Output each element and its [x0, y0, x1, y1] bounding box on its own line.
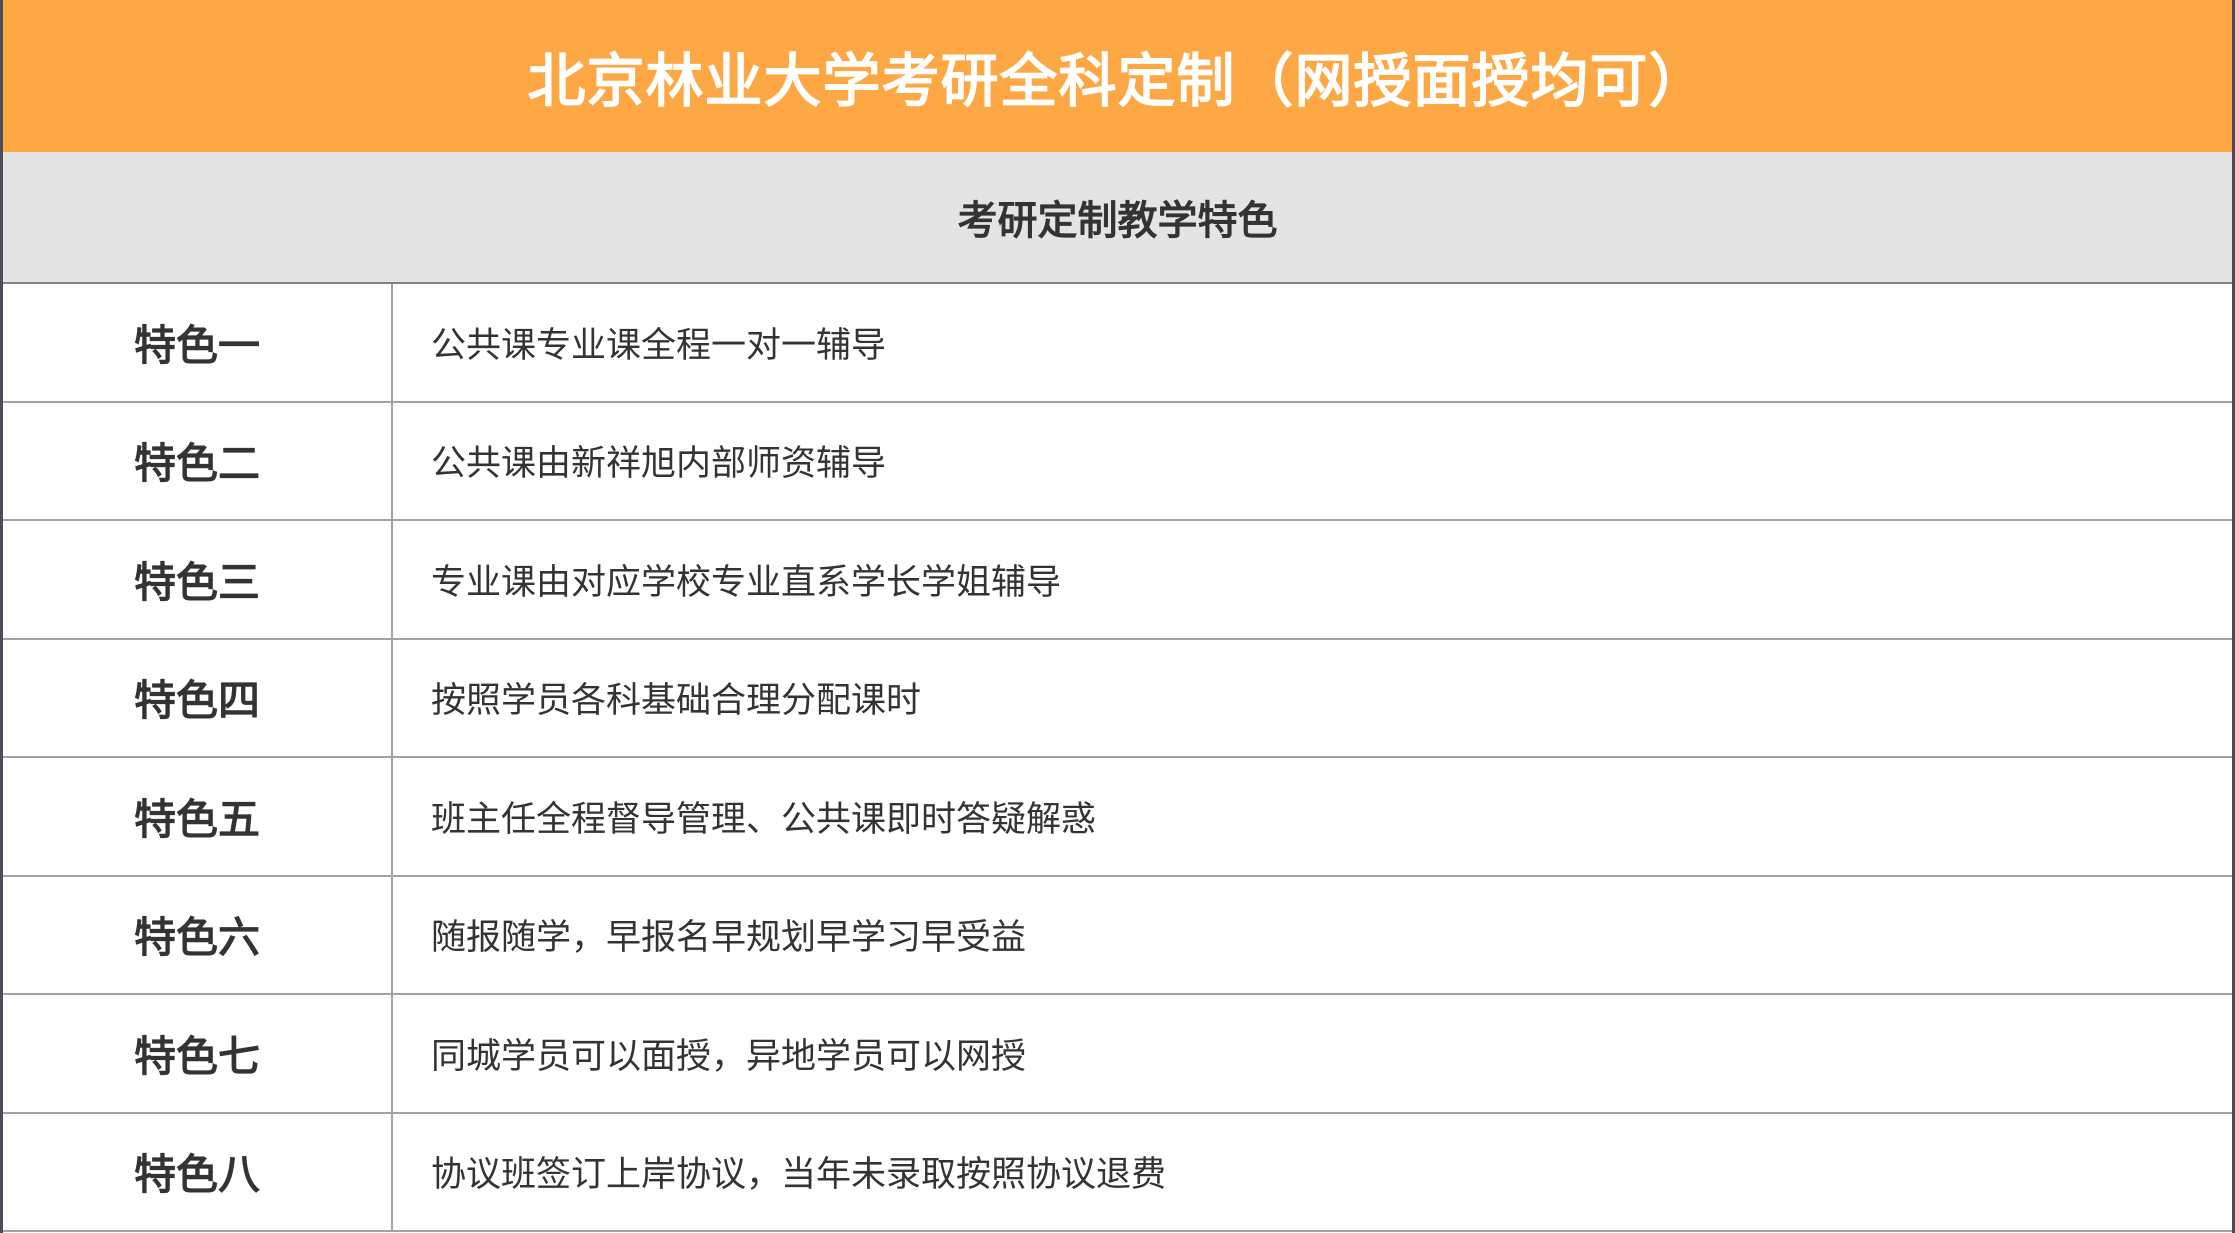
table-row: 特色六 随报随学，早报名早规划早学习早受益 [3, 876, 2232, 995]
table-row: 特色八 协议班签订上岸协议，当年未录取按照协议退费 [3, 1113, 2232, 1232]
feature-label: 特色六 [3, 876, 393, 993]
feature-text: 随报随学，早报名早规划早学习早受益 [431, 918, 1027, 959]
feature-text: 公共课专业课全程一对一辅导 [431, 325, 887, 366]
feature-text: 班主任全程督导管理、公共课即时答疑解惑 [431, 799, 1097, 840]
feature-label: 特色三 [3, 521, 393, 638]
feature-label: 特色七 [3, 995, 393, 1112]
table-row: 特色三 专业课由对应学校专业直系学长学姐辅导 [3, 521, 2232, 640]
feature-label: 特色八 [3, 1113, 393, 1230]
table-row: 特色一 公共课专业课全程一对一辅导 [3, 284, 2232, 403]
page-title: 北京林业大学考研全科定制（网授面授均可） [3, 0, 2232, 152]
table-row: 特色四 按照学员各科基础合理分配课时 [3, 639, 2232, 758]
table-row: 特色五 班主任全程督导管理、公共课即时答疑解惑 [3, 758, 2232, 877]
feature-text: 按照学员各科基础合理分配课时 [431, 681, 922, 722]
table-row: 特色二 公共课由新祥旭内部师资辅导 [3, 402, 2232, 521]
section-title: 考研定制教学特色 [3, 152, 2232, 284]
feature-text: 专业课由对应学校专业直系学长学姐辅导 [431, 562, 1062, 603]
feature-text: 同城学员可以面授，异地学员可以网授 [431, 1036, 1027, 1077]
feature-text: 协议班签订上岸协议，当年未录取按照协议退费 [431, 1155, 1167, 1196]
feature-label: 特色二 [3, 402, 393, 519]
feature-label: 特色四 [3, 639, 393, 756]
feature-label: 特色五 [3, 758, 393, 875]
table-row: 特色七 同城学员可以面授，异地学员可以网授 [3, 995, 2232, 1114]
feature-label: 特色一 [3, 284, 393, 401]
feature-text: 公共课由新祥旭内部师资辅导 [431, 444, 887, 485]
